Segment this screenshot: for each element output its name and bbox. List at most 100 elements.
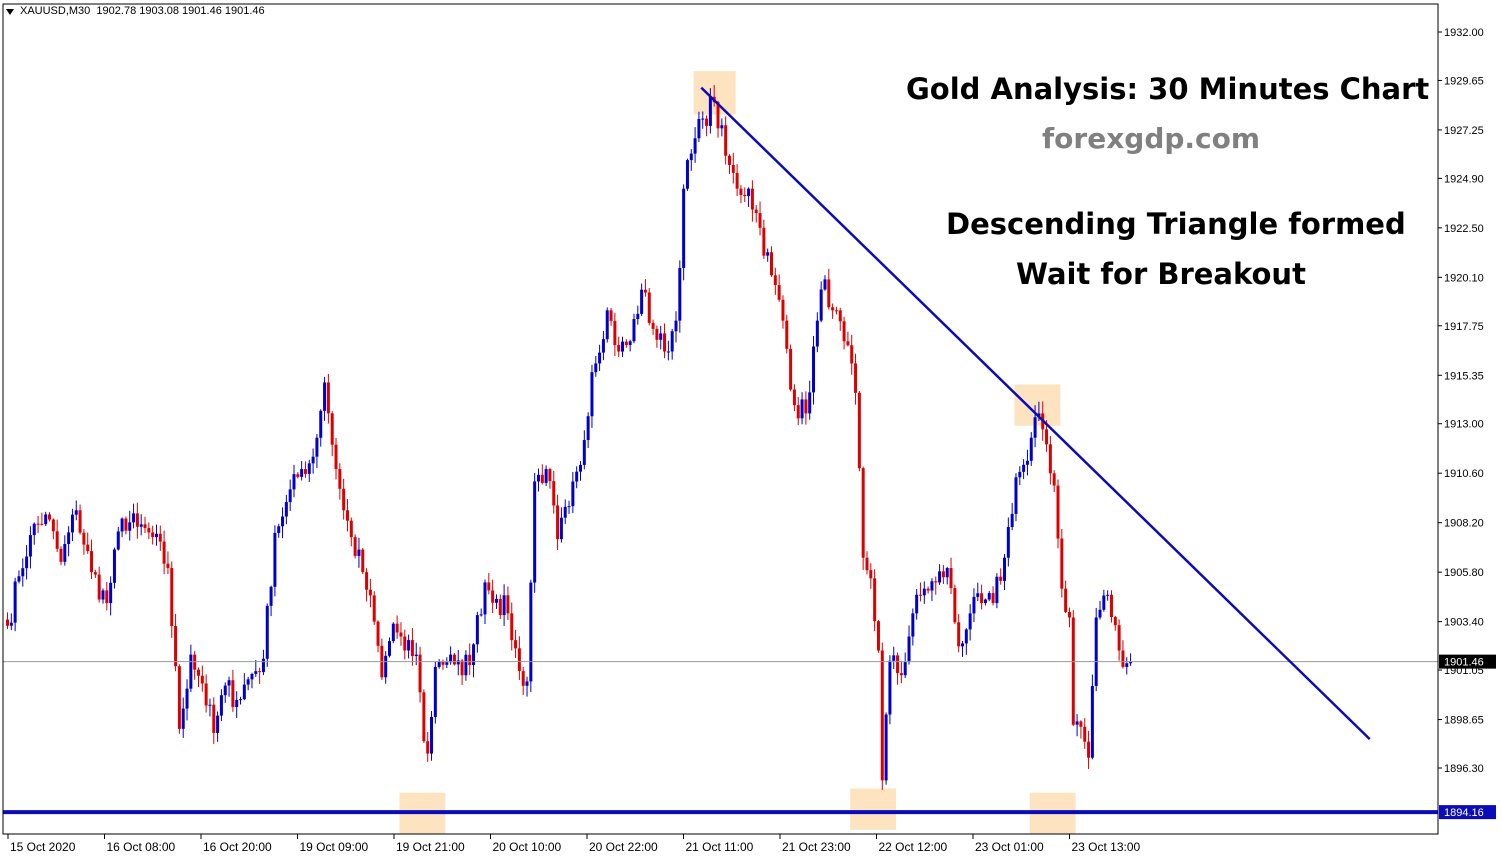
bullish-candle [139,514,143,536]
candle-body [1075,721,1079,725]
bullish-candle [1125,657,1129,675]
bearish-candle [158,525,162,551]
candle-body [697,118,701,139]
candle-body [941,571,945,578]
bearish-candle [460,658,464,685]
bearish-candle [334,437,338,480]
candle-body [105,590,109,604]
candle-body [239,699,243,701]
candle-body [1067,612,1071,618]
candle-body [1125,663,1129,667]
bullish-candle [598,344,602,371]
bearish-candle [934,576,938,595]
candle-body [521,671,525,686]
candle-body [235,699,239,707]
candle-body [445,662,449,665]
bearish-candle [135,502,139,539]
candle-body [288,489,292,503]
candle-body [876,621,880,651]
bullish-candle [456,649,460,676]
candle-body [827,279,831,308]
bearish-candle [410,628,414,666]
candle-body [430,716,434,754]
bullish-candle [13,577,17,632]
plot-border [2,3,1439,835]
bearish-candle [105,582,109,611]
bullish-candle [479,608,483,617]
candle-body [135,513,139,527]
bullish-candle [189,644,193,693]
candle-body [1090,685,1094,758]
candle-body [571,481,575,507]
bullish-candle [128,510,132,541]
candle-body [815,320,819,347]
chart-frame [2,3,1439,835]
bullish-candle [112,547,116,589]
bullish-candle [938,564,942,585]
bullish-candle [181,697,185,738]
bearish-candle [166,551,170,575]
bullish-candle [116,526,120,551]
bullish-candle [812,336,816,405]
candle-body [724,125,728,156]
bearish-candle [380,638,384,680]
candle-body [479,614,483,616]
support-price-label: 1894.16 [1439,805,1496,820]
candle-body [961,643,964,647]
candle-body [376,621,380,646]
price-tick-label: 1908.20 [1444,518,1484,530]
bearish-candle [6,612,9,630]
bullish-candle [63,535,67,566]
candle-body [254,671,258,674]
candle-body [284,502,288,517]
candle-body [1079,721,1083,727]
bearish-candle [655,325,659,348]
bullish-candle [300,461,304,481]
candle-body [120,518,124,532]
bearish-candle [735,164,739,197]
candle-body [540,474,544,483]
candle-body [506,595,510,614]
bearish-candle [842,316,846,350]
symbol-dropdown-icon[interactable] [6,9,14,15]
candle-body [899,673,903,676]
candle-body [1087,741,1091,758]
candle-body [770,252,773,276]
candle-body [903,661,907,676]
bullish-candle [216,711,220,742]
candle-body [74,510,78,515]
candle-body [1003,557,1007,581]
bullish-candle [1014,473,1018,522]
price-tick-label: 1903.40 [1444,617,1484,629]
time-tick-label: 20 Oct 22:00 [589,840,658,854]
candle-body [1060,538,1064,589]
bearish-candle [850,334,854,375]
candle-body [678,267,682,321]
bullish-candle [922,581,926,604]
candle-body [93,572,97,575]
candle-body [609,310,613,321]
candle-body [743,194,747,197]
bullish-candle [67,526,71,557]
candle-body [621,341,625,352]
bearish-candle [330,411,334,457]
bullish-candle [288,479,292,512]
candle-body [907,636,911,662]
bullish-candle [323,376,327,421]
candle-body [1098,609,1102,618]
bullish-candle [659,325,663,350]
candle-body [567,506,571,508]
candle-body [494,598,498,603]
bullish-candle [269,585,273,617]
symbol-header: XAUUSD,M30 1902.78 1903.08 1901.46 1901.… [20,5,265,17]
highlight-box [850,788,897,830]
candle-body [433,666,437,717]
candle-body [1109,594,1113,618]
bearish-candle [777,274,781,302]
candle-body [552,481,556,506]
bearish-candle [345,498,349,532]
bearish-candle [548,467,552,489]
candle-body [399,632,403,637]
bullish-candle [17,570,21,584]
candle-body [414,654,418,657]
